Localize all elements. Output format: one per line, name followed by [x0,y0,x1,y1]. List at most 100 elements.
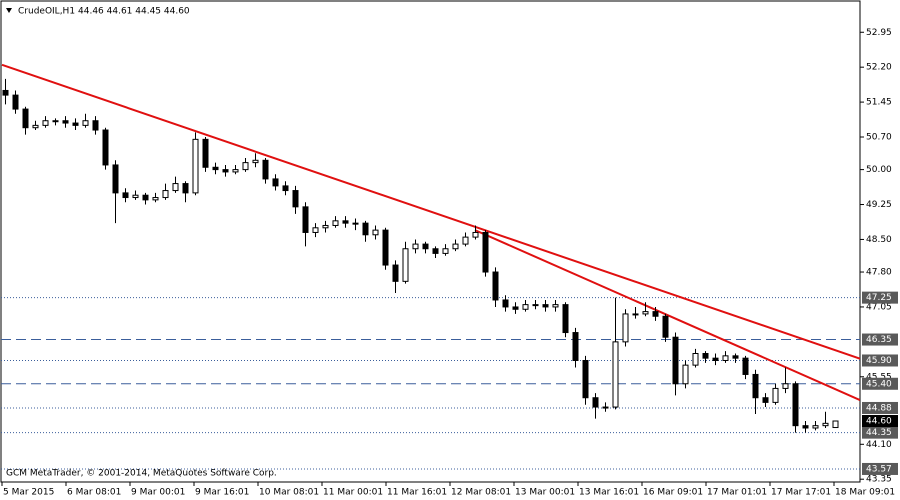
candle-body [732,355,739,359]
y-tick-label: 47.05 [866,302,892,312]
candle-body [12,94,19,110]
menu-arrow[interactable] [6,8,12,13]
candle-body [532,304,539,307]
x-tick-label: 11 Mar 00:01 [323,488,383,498]
candle-body [682,364,689,385]
y-tick-label: 50.00 [866,165,892,175]
candle-body [92,120,99,131]
trendline [474,229,860,401]
candle-body [332,220,339,226]
candle-body [62,120,69,124]
level-label-box [862,401,898,414]
candle-body [272,178,279,187]
y-tick-label: 45.55 [866,372,892,382]
candle-body [792,383,799,427]
level-label-box [862,462,898,475]
candle-body [592,397,599,408]
candle-body [262,159,269,180]
y-tick-label: 52.95 [866,28,892,38]
candle-body [602,406,609,409]
x-tick-label: 10 Mar 08:01 [259,488,319,498]
candle-body [342,220,349,224]
candle-body [152,197,159,201]
candle-body [632,313,639,316]
x-tick-label: 13 Mar 16:01 [579,488,639,498]
candle-body [52,120,59,123]
x-tick-label: 5 Mar 2015 [3,488,54,498]
y-tick-label: 44.10 [866,440,892,450]
candle-body [742,357,749,375]
candle-body [302,206,309,233]
candle-body [312,227,319,233]
candle-body [142,194,149,201]
x-tick-label: 9 Mar 16:01 [195,488,249,498]
candle-body [102,129,109,166]
candle-body [572,332,579,361]
candle-body [322,224,329,229]
candle-body [112,164,119,194]
x-tick-label: 17 Mar 01:01 [707,488,767,498]
y-tick-label: 48.50 [866,235,892,245]
candle-body [202,138,209,168]
candle-body [662,315,669,338]
candle-body [182,183,189,194]
candle-body [812,425,819,429]
x-tick-label: 6 Mar 08:01 [67,488,121,498]
candle-body [502,299,509,308]
candle-body [622,313,629,343]
candle-body [382,229,389,266]
candle-body [452,243,459,250]
x-tick-label: 13 Mar 00:01 [515,488,575,498]
candle-body [422,243,429,250]
x-tick-label: 12 Mar 08:01 [451,488,511,498]
candle-body [832,420,839,429]
candle-body [652,311,659,317]
candle-body [192,138,199,194]
symbol: CrudeOIL,H1 [18,7,75,17]
y-tick-label: 47.80 [866,268,892,278]
x-tick-label: 9 Mar 00:01 [131,488,185,498]
candle-body [642,311,649,315]
level-label-box [862,354,898,367]
candle-body [482,231,489,273]
level-label: 46.35 [866,335,892,345]
x-tick-label: 18 Mar 09:01 [835,488,895,498]
candle-body [292,190,299,208]
candle-body [462,236,469,245]
candle-body [432,248,439,254]
candle-body [162,190,169,199]
candle-body [472,231,479,238]
candle-body [752,373,759,399]
candle-body [722,355,729,361]
candle-body [82,120,89,126]
candle-body [392,264,399,282]
candle-body [802,425,809,429]
level-label: 45.40 [866,379,892,389]
x-tick-label: 16 Mar 09:01 [643,488,703,498]
candle-body [402,248,409,282]
candle-body [612,341,619,408]
candle-body [542,304,549,308]
candle-body [132,194,139,199]
candle-body [672,336,679,385]
candle-body [352,222,359,225]
level-label-box [862,426,898,439]
candle-body [2,89,9,96]
candle-body [412,243,419,250]
current-price-label: 44.60 [866,417,892,427]
candle-body [222,169,229,173]
y-tick-label: 52.20 [866,63,892,73]
candle-body [172,183,179,192]
y-tick-label: 51.45 [866,98,892,108]
level-label-box [862,377,898,390]
candle-body [242,162,249,171]
x-tick-label: 17 Mar 17:01 [771,488,831,498]
current-price-box [862,415,898,428]
level-label: 43.57 [866,464,892,474]
candle-body [32,124,39,129]
candle-body [512,306,519,310]
ohlc: 44.46 44.61 44.45 44.60 [78,7,190,17]
candle-body [122,192,129,199]
trendline [1,63,860,360]
level-label: 45.90 [866,356,892,366]
